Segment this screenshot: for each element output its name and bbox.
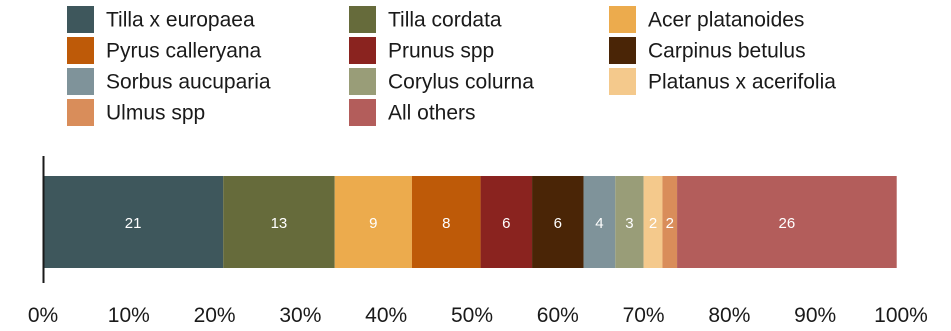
x-tick-label: 70% xyxy=(623,304,665,327)
legend-label: Corylus colurna xyxy=(388,71,534,94)
legend-swatch xyxy=(349,99,376,126)
legend-label: Platanus x acerifolia xyxy=(648,71,836,94)
legend-swatch xyxy=(609,37,636,64)
legend-swatch xyxy=(609,6,636,33)
legend-label: Prunus spp xyxy=(388,40,494,63)
legend-swatch xyxy=(349,6,376,33)
bar-value-label: 21 xyxy=(125,215,142,232)
legend-swatch xyxy=(349,68,376,95)
x-tick-label: 80% xyxy=(708,304,750,327)
bar-value-label: 6 xyxy=(554,215,562,232)
bar-value-label: 26 xyxy=(779,215,796,232)
legend-item-tilla-x-europaea: Tilla x europaea xyxy=(67,6,255,33)
legend-label: Tilla x europaea xyxy=(106,9,255,32)
bar-segment-tilla-cordata xyxy=(223,176,335,268)
legend-label: Ulmus spp xyxy=(106,102,205,125)
bar-segment-platanus-x-acerifolia xyxy=(643,176,663,268)
x-axis-tick-labels: 0% 10% 20% 30% 40% 50% 60% 70% 80% 90% 100% xyxy=(28,304,928,327)
bar-value-label: 2 xyxy=(649,215,657,232)
legend-item-sorbus-aucuparia: Sorbus aucuparia xyxy=(67,68,271,95)
legend-swatch xyxy=(609,68,636,95)
bar-segment-sorbus-aucuparia xyxy=(583,176,616,268)
legend-item-corylus-colurna: Corylus colurna xyxy=(349,68,534,95)
bar-segment-acer-platanoides xyxy=(334,176,412,268)
bar-value-label: 13 xyxy=(271,215,288,232)
x-tick-label: 30% xyxy=(279,304,321,327)
legend-item-tilla-cordata: Tilla cordata xyxy=(349,6,502,33)
bar-segment-ulmus-spp xyxy=(662,176,678,268)
bar-segment-carpinus-betulus xyxy=(532,176,584,268)
bar-segments: 21 13 9 8 6 6 4 3 2 2 26 xyxy=(43,176,897,268)
legend-swatch xyxy=(67,6,94,33)
x-tick-label: 50% xyxy=(451,304,493,327)
bar-segment-tilla-x-europaea xyxy=(43,176,224,268)
legend-swatch xyxy=(67,99,94,126)
bar-value-label: 9 xyxy=(369,215,377,232)
bar-segment-prunus-spp xyxy=(480,176,533,268)
bar-value-label: 4 xyxy=(595,215,603,232)
x-tick-label: 10% xyxy=(108,304,150,327)
legend-label: Acer platanoides xyxy=(648,9,804,32)
legend-item-all-others: All others xyxy=(349,99,476,126)
x-tick-label: 90% xyxy=(794,304,836,327)
legend-label: All others xyxy=(388,102,476,125)
legend-swatch xyxy=(349,37,376,64)
bar-segment-all-others xyxy=(677,176,897,268)
x-tick-label: 40% xyxy=(365,304,407,327)
legend-item-pyrus-calleryana: Pyrus calleryana xyxy=(67,37,262,64)
legend-label: Sorbus aucuparia xyxy=(106,71,271,94)
legend-item-acer-platanoides: Acer platanoides xyxy=(609,6,804,33)
legend-item-prunus-spp: Prunus spp xyxy=(349,37,494,64)
legend-label: Pyrus calleryana xyxy=(106,40,262,63)
legend: Tilla x europaea Tilla cordata Acer platan… xyxy=(67,6,836,126)
legend-item-platanus-x-acerifolia: Platanus x acerifolia xyxy=(609,68,836,95)
bar-value-label: 6 xyxy=(502,215,510,232)
legend-swatch xyxy=(67,68,94,95)
x-tick-label: 100% xyxy=(874,304,928,327)
bar-value-label: 2 xyxy=(666,215,674,232)
bar-value-label: 3 xyxy=(625,215,633,232)
bar-segment-pyrus-calleryana xyxy=(411,176,481,268)
bar-segment-corylus-colurna xyxy=(615,176,644,268)
x-tick-label: 60% xyxy=(537,304,579,327)
x-tick-label: 20% xyxy=(194,304,236,327)
legend-swatch xyxy=(67,37,94,64)
legend-label: Carpinus betulus xyxy=(648,40,806,63)
x-tick-label: 0% xyxy=(28,304,58,327)
legend-item-carpinus-betulus: Carpinus betulus xyxy=(609,37,806,64)
bar-value-label: 8 xyxy=(442,215,450,232)
legend-label: Tilla cordata xyxy=(388,9,502,32)
legend-item-ulmus-spp: Ulmus spp xyxy=(67,99,205,126)
